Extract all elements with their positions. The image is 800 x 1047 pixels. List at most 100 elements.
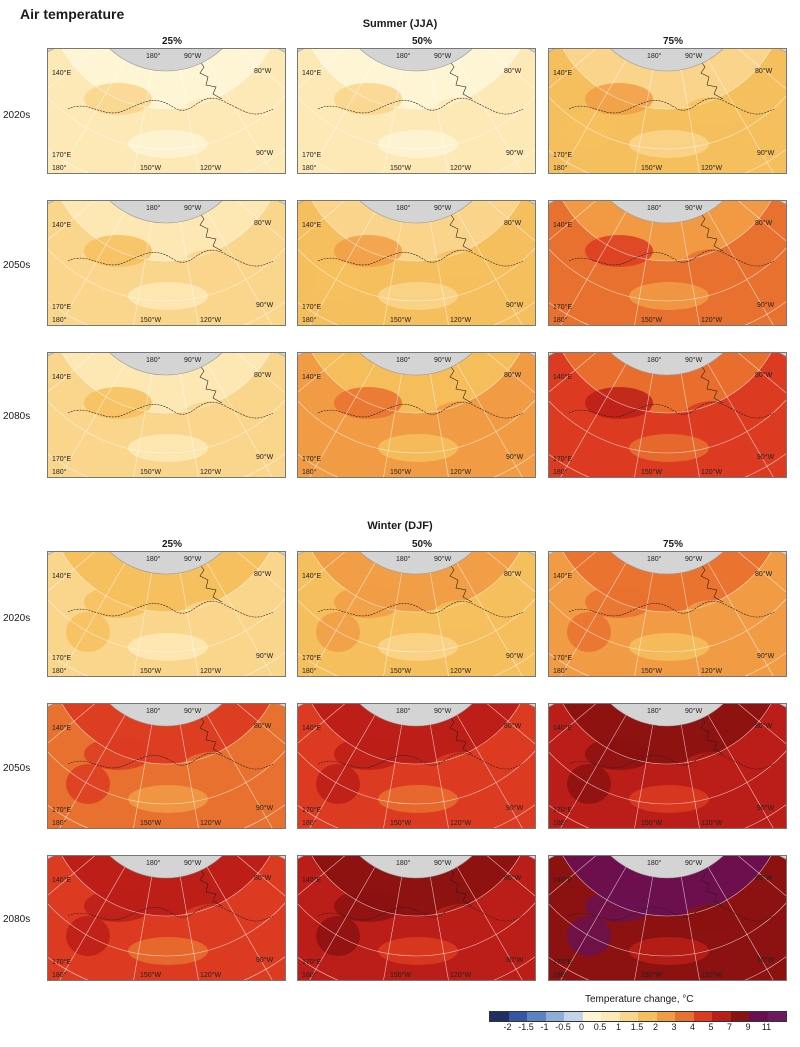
- map-coordinate-label: 90°W: [184, 52, 202, 60]
- map-coordinate-label: 180°: [146, 204, 161, 212]
- section-title-summer: Summer (JJA): [362, 18, 438, 30]
- map-coordinate-label: 170°E: [553, 654, 572, 662]
- graticule-meridian: [298, 704, 354, 791]
- legend-tick-label: -2: [503, 1022, 512, 1032]
- map-coordinate-label: 150°W: [140, 667, 161, 675]
- graticule-meridian: [478, 49, 535, 136]
- map-coordinate-label: 170°E: [553, 806, 572, 814]
- map-coordinate-label: 180°: [52, 468, 67, 476]
- graticule-parallel: [59, 49, 273, 110]
- graticule-parallel: [298, 566, 535, 653]
- coastline-islands: [197, 362, 223, 404]
- map-coordinate-label: 170°E: [52, 455, 71, 463]
- graticule-meridian: [729, 49, 786, 136]
- graticule-meridian: [51, 714, 126, 828]
- map-anomaly-region: [378, 282, 458, 310]
- legend-tick-label: 0.5: [593, 1022, 607, 1032]
- coastline-islands: [698, 561, 724, 603]
- graticule-meridian: [707, 59, 782, 173]
- map-coordinate-label: 120°W: [701, 468, 722, 476]
- legend-swatch: [527, 1012, 546, 1021]
- legend-swatch: [490, 1012, 509, 1021]
- graticule-parallel: [309, 856, 523, 917]
- graticule-meridian: [552, 59, 627, 173]
- section-title-winter: Winter (DJF): [367, 520, 433, 532]
- figure-title: Air temperature: [20, 6, 125, 22]
- map-coordinate-label: 180°: [396, 52, 411, 60]
- map-coordinate-label: 140°E: [52, 221, 71, 229]
- graticule-meridian: [552, 562, 627, 676]
- map-coordinate-label: 120°W: [200, 468, 221, 476]
- column-header-winter-50: 50%: [411, 539, 432, 550]
- graticule-parallel: [298, 870, 535, 957]
- graticule-parallel: [309, 704, 523, 765]
- column-header-summer-75: 75%: [662, 36, 683, 47]
- coastline: [317, 401, 524, 419]
- map-coordinate-label: 80°W: [254, 219, 272, 227]
- map-coordinate-label: 90°W: [685, 707, 703, 715]
- map-anomaly-region: [684, 752, 744, 780]
- graticule-parallel: [59, 704, 273, 765]
- map-coordinate-label: 80°W: [504, 371, 522, 379]
- graticule-parallel: [560, 201, 774, 262]
- legend-swatch: [730, 1012, 749, 1021]
- row-label-summer-2080s: 2080s: [3, 411, 31, 422]
- graticule-parallel: [48, 63, 285, 150]
- map-coordinate-label: 180°: [52, 971, 67, 979]
- map-anomaly-region: [183, 752, 243, 780]
- coastline: [568, 249, 775, 267]
- map-coordinate-label: 180°: [647, 356, 662, 364]
- graticule-meridian: [429, 373, 456, 477]
- map-coordinate-label: 90°W: [184, 356, 202, 364]
- map-anomaly-region: [684, 600, 744, 628]
- map-coordinate-label: 140°E: [553, 572, 572, 580]
- map-coordinate-label: 120°W: [200, 819, 221, 827]
- map-coordinate-label: 150°W: [390, 971, 411, 979]
- map-anomaly-region: [684, 97, 744, 125]
- legend-tick-label: 4: [689, 1022, 696, 1032]
- map-coordinate-label: 80°W: [504, 219, 522, 227]
- map-coordinate-label: 140°E: [553, 373, 572, 381]
- graticule-meridian: [228, 552, 285, 639]
- map-coordinate-label: 170°E: [302, 455, 321, 463]
- map-anomaly-region: [183, 401, 243, 429]
- graticule-parallel: [549, 367, 786, 454]
- graticule-meridian: [228, 49, 285, 136]
- graticule-meridian: [429, 876, 456, 980]
- legend-swatch: [545, 1012, 564, 1021]
- map-coordinate-label: 140°E: [52, 373, 71, 381]
- map-panel: 180° 90°W 80°W 140°E 170°E 180° 150°W 120°W 90°W: [548, 703, 787, 829]
- map-anomaly-region: [433, 904, 493, 932]
- map-coordinate-label: 90°W: [256, 453, 274, 461]
- map-coordinate-label: 140°E: [553, 221, 572, 229]
- map-coordinate-label: 150°W: [140, 971, 161, 979]
- map-anomaly-region: [378, 785, 458, 813]
- graticule-meridian: [627, 724, 654, 828]
- graticule-meridian: [51, 211, 126, 325]
- map-fill: [48, 353, 285, 477]
- map-anomaly-region: [629, 633, 709, 661]
- map-coordinate-label: 140°E: [52, 69, 71, 77]
- map-coordinate-label: 90°W: [685, 859, 703, 867]
- map-coordinate-label: 180°: [553, 971, 568, 979]
- map-fill: [549, 704, 786, 828]
- coastline-islands: [447, 561, 473, 603]
- graticule-meridian: [680, 572, 707, 676]
- map-svg: 180° 90°W 80°W 140°E 170°E 180° 150°W 120°W 90°W: [298, 201, 535, 325]
- map-coordinate-label: 180°: [302, 667, 317, 675]
- graticule-parallel: [309, 49, 523, 110]
- row-label-summer-2020s: 2020s: [3, 110, 31, 121]
- map-anomaly-region: [629, 282, 709, 310]
- graticule-parallel: [59, 552, 273, 613]
- map-panel: 180° 90°W 80°W 140°E 170°E 180° 150°W 120°W 90°W: [297, 703, 536, 829]
- map-fill: [298, 201, 535, 325]
- coastline: [67, 401, 274, 419]
- legend-tick-label: -1.5: [518, 1022, 534, 1032]
- map-coordinate-label: 180°: [553, 819, 568, 827]
- legend-swatch: [564, 1012, 583, 1021]
- map-coordinate-label: 90°W: [685, 204, 703, 212]
- map-coordinate-label: 120°W: [200, 971, 221, 979]
- map-coordinate-label: 140°E: [52, 724, 71, 732]
- graticule-meridian: [627, 876, 654, 980]
- map-coordinate-label: 80°W: [254, 722, 272, 730]
